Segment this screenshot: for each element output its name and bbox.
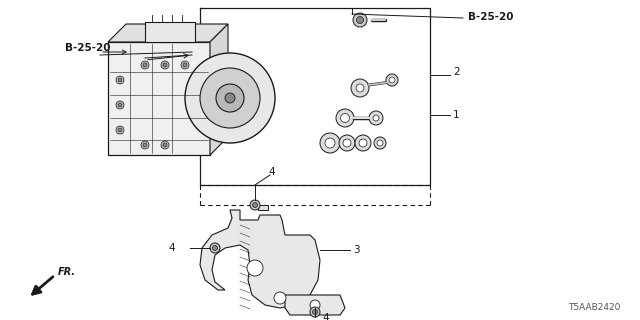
Circle shape: [216, 84, 244, 112]
Circle shape: [274, 292, 286, 304]
Circle shape: [183, 63, 187, 67]
Text: 4: 4: [322, 313, 328, 320]
Circle shape: [225, 93, 235, 103]
Polygon shape: [210, 24, 228, 155]
Circle shape: [143, 63, 147, 67]
Circle shape: [161, 61, 169, 69]
Circle shape: [386, 74, 398, 86]
Circle shape: [377, 140, 383, 146]
Text: 4: 4: [168, 243, 175, 253]
Circle shape: [310, 307, 320, 317]
Text: 3: 3: [353, 245, 360, 255]
Circle shape: [163, 63, 167, 67]
Polygon shape: [258, 205, 268, 210]
Circle shape: [369, 111, 383, 125]
Circle shape: [320, 133, 340, 153]
Circle shape: [210, 243, 220, 253]
Circle shape: [141, 61, 149, 69]
Bar: [145, 22, 195, 42]
Circle shape: [373, 115, 379, 121]
Circle shape: [163, 143, 167, 147]
Circle shape: [118, 78, 122, 82]
Circle shape: [312, 309, 317, 315]
Circle shape: [310, 300, 320, 310]
Circle shape: [247, 260, 263, 276]
Circle shape: [253, 203, 257, 207]
Circle shape: [161, 141, 169, 149]
Circle shape: [336, 109, 354, 127]
Circle shape: [343, 139, 351, 147]
Circle shape: [389, 77, 395, 83]
Circle shape: [141, 141, 149, 149]
Circle shape: [374, 137, 386, 149]
Circle shape: [181, 61, 189, 69]
Circle shape: [116, 101, 124, 109]
Circle shape: [351, 79, 369, 97]
Circle shape: [143, 143, 147, 147]
Circle shape: [356, 84, 364, 92]
Circle shape: [355, 135, 371, 151]
Circle shape: [340, 114, 349, 123]
Text: 1: 1: [453, 110, 460, 120]
Polygon shape: [108, 24, 228, 42]
Circle shape: [353, 13, 367, 27]
Circle shape: [200, 68, 260, 128]
Circle shape: [356, 17, 364, 23]
Text: B-25-20: B-25-20: [65, 43, 111, 53]
Polygon shape: [200, 210, 320, 308]
Circle shape: [250, 200, 260, 210]
Circle shape: [359, 139, 367, 147]
Circle shape: [116, 76, 124, 84]
Circle shape: [212, 245, 218, 251]
Polygon shape: [285, 295, 345, 315]
Circle shape: [339, 135, 355, 151]
Circle shape: [185, 53, 275, 143]
Text: FR.: FR.: [58, 267, 76, 277]
Circle shape: [325, 138, 335, 148]
Text: T5AAB2420: T5AAB2420: [568, 303, 620, 312]
Text: B-25-20: B-25-20: [468, 12, 513, 22]
Circle shape: [118, 103, 122, 107]
Text: 4: 4: [268, 167, 275, 177]
Bar: [108, 42, 210, 155]
Text: 2: 2: [453, 67, 460, 77]
Circle shape: [116, 126, 124, 134]
Circle shape: [118, 128, 122, 132]
